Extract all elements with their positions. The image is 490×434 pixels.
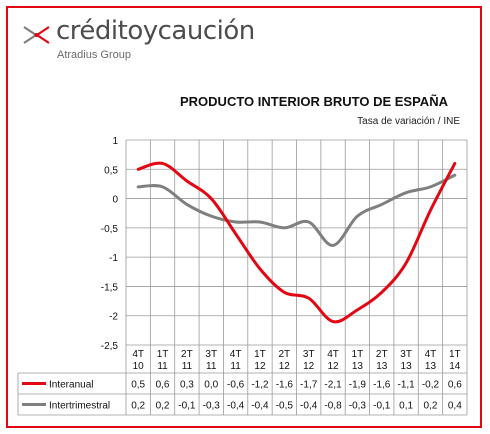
data-label: -0,6 xyxy=(227,380,245,391)
series-line-interanual xyxy=(136,161,457,324)
x-tick-label: 10 xyxy=(133,361,145,372)
y-tick-label: -0,5 xyxy=(101,224,119,235)
x-tick-label: 2T xyxy=(278,349,290,360)
data-label: 0,0 xyxy=(204,380,218,391)
data-label: 0,2 xyxy=(156,401,170,412)
x-tick-label: 2T xyxy=(376,349,388,360)
data-label: -0,1 xyxy=(178,401,196,412)
chart-frame xyxy=(6,6,482,428)
x-tick-label: 12 xyxy=(254,361,266,372)
x-tick-label: 11 xyxy=(157,361,168,372)
x-tick-label: 4T xyxy=(132,349,144,360)
y-tick-label: -1 xyxy=(109,253,118,264)
logo-brand-text: créditoycaución xyxy=(56,16,255,46)
x-tick-label: 13 xyxy=(401,361,413,372)
x-tick-label: 12 xyxy=(303,361,315,372)
data-label: -1,9 xyxy=(349,380,367,391)
x-tick-label: 4T xyxy=(425,349,437,360)
data-label: -0,4 xyxy=(227,401,245,412)
x-tick-label: 3T xyxy=(303,349,315,360)
legend-label-interanual: Interanual xyxy=(49,380,93,391)
data-label: -0,4 xyxy=(251,401,269,412)
data-label: -1,2 xyxy=(251,380,269,391)
x-tick-label: 4T xyxy=(327,349,339,360)
x-tick-label: 1T xyxy=(352,349,364,360)
data-label: -0,5 xyxy=(276,401,294,412)
x-tick-label: 11 xyxy=(230,361,241,372)
chart-title: PRODUCTO INTERIOR BRUTO DE ESPAÑA xyxy=(180,94,448,109)
y-tick-label: 1 xyxy=(112,136,118,147)
data-label: -0,2 xyxy=(422,380,440,391)
logo: créditoycaución Atradius Group xyxy=(22,16,282,66)
x-tick-label: 11 xyxy=(206,361,217,372)
x-tick-label: 11 xyxy=(182,361,193,372)
x-tick-label: 12 xyxy=(327,361,339,372)
data-label: 0,5 xyxy=(131,380,145,391)
data-label: -0,8 xyxy=(324,401,342,412)
y-tick-label: 0,5 xyxy=(104,165,118,176)
x-tick-label: 3T xyxy=(400,349,412,360)
x-tick-label: 12 xyxy=(279,361,291,372)
data-label: -0,1 xyxy=(373,401,391,412)
data-label: 0,3 xyxy=(180,380,194,391)
x-tick-label: 4T xyxy=(230,349,242,360)
data-label: -1,1 xyxy=(397,380,415,391)
data-label: -1,6 xyxy=(276,380,294,391)
data-label: -0,4 xyxy=(300,401,318,412)
data-label: -0,3 xyxy=(203,401,221,412)
data-label: 0,4 xyxy=(448,401,462,412)
y-tick-label: -2,5 xyxy=(101,341,119,352)
chart-subtitle: Tasa de variación / INE xyxy=(357,116,460,127)
x-tick-label: 13 xyxy=(352,361,364,372)
x-tick-label: 13 xyxy=(376,361,388,372)
x-tick-label: 14 xyxy=(449,361,461,372)
y-tick-label: -1,5 xyxy=(101,282,119,293)
x-tick-label: 3T xyxy=(205,349,217,360)
x-tick-label: 1T xyxy=(254,349,266,360)
logo-subtitle: Atradius Group xyxy=(57,49,131,61)
data-label: 0,6 xyxy=(156,380,170,391)
data-label: -1,7 xyxy=(300,380,318,391)
legend-label-intertrimestral: Intertrimestral xyxy=(49,401,110,412)
x-tick-label: 1T xyxy=(449,349,461,360)
data-label: 0,6 xyxy=(448,380,462,391)
data-label: 0,2 xyxy=(424,401,438,412)
data-label: -2,1 xyxy=(324,380,342,391)
data-label: 0,1 xyxy=(399,401,413,412)
x-tick-label: 2T xyxy=(181,349,193,360)
data-label: -1,6 xyxy=(373,380,391,391)
series-line-intertrimestral xyxy=(136,173,457,247)
data-label: -0,3 xyxy=(349,401,367,412)
y-tick-label: 0 xyxy=(112,195,118,206)
y-tick-label: -2 xyxy=(109,312,118,323)
x-tick-label: 1T xyxy=(157,349,169,360)
x-tick-label: 13 xyxy=(425,361,437,372)
data-label: 0,2 xyxy=(131,401,145,412)
arrow-chevrons-icon xyxy=(23,26,50,44)
